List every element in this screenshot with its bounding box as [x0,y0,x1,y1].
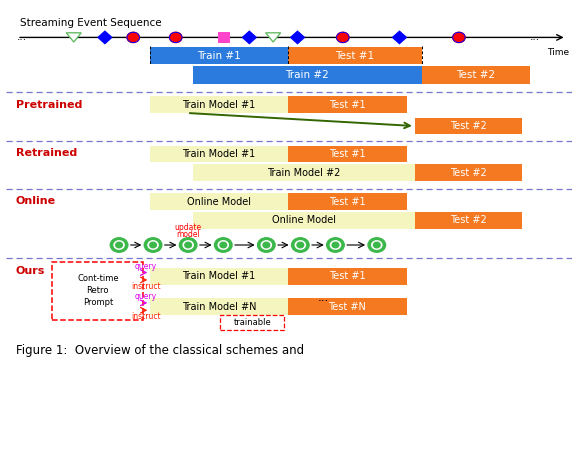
FancyBboxPatch shape [150,298,288,315]
Circle shape [373,242,380,248]
Text: Test #2: Test #2 [450,215,487,225]
Text: Test #2: Test #2 [450,168,487,178]
FancyBboxPatch shape [288,268,407,285]
Circle shape [220,242,227,248]
Circle shape [372,241,382,249]
Circle shape [116,242,123,248]
Circle shape [258,238,275,252]
Text: Test #1: Test #1 [329,197,366,207]
Circle shape [263,242,270,248]
Circle shape [114,241,124,249]
Circle shape [183,241,193,249]
Text: update: update [175,223,202,232]
Text: Train Model #1: Train Model #1 [183,271,255,281]
Circle shape [261,241,272,249]
FancyBboxPatch shape [415,118,523,134]
FancyBboxPatch shape [288,193,407,210]
FancyBboxPatch shape [288,146,407,162]
Circle shape [214,238,232,252]
Text: instruct: instruct [131,312,161,321]
Circle shape [297,242,303,248]
Text: Test #1: Test #1 [335,50,375,60]
Text: Train #1: Train #1 [197,50,241,60]
Text: Retrained: Retrained [16,148,77,158]
Text: ...: ... [317,291,329,304]
FancyBboxPatch shape [415,212,523,228]
FancyBboxPatch shape [288,96,407,113]
Text: Train Model #1: Train Model #1 [183,99,255,109]
Circle shape [453,32,465,42]
Circle shape [332,242,339,248]
Text: model: model [176,229,200,238]
FancyBboxPatch shape [422,66,530,84]
Text: Pretrained: Pretrained [16,100,82,110]
Text: Test #2: Test #2 [457,70,495,80]
FancyBboxPatch shape [192,66,422,84]
Polygon shape [291,31,305,44]
Polygon shape [98,31,112,44]
Circle shape [218,241,228,249]
Text: ...: ... [17,32,27,42]
Text: instruct: instruct [131,282,161,291]
Text: Test #1: Test #1 [329,271,366,281]
FancyBboxPatch shape [52,262,143,320]
FancyBboxPatch shape [192,212,415,228]
Circle shape [331,241,340,249]
Text: trainable: trainable [234,318,271,327]
FancyBboxPatch shape [415,164,523,181]
FancyBboxPatch shape [150,146,288,162]
FancyBboxPatch shape [150,268,288,285]
Text: Train #2: Train #2 [286,70,329,80]
FancyBboxPatch shape [150,96,288,113]
Text: Online Model: Online Model [187,197,251,207]
Text: query: query [135,262,157,271]
Circle shape [169,32,182,42]
Circle shape [110,238,128,252]
FancyBboxPatch shape [192,164,415,181]
FancyBboxPatch shape [288,298,407,315]
Circle shape [185,242,191,248]
Circle shape [368,238,386,252]
Polygon shape [266,33,280,42]
Circle shape [291,238,309,252]
FancyBboxPatch shape [150,193,288,210]
Circle shape [327,238,344,252]
FancyBboxPatch shape [218,32,230,42]
FancyBboxPatch shape [220,315,284,330]
Text: query: query [135,292,157,301]
Circle shape [179,238,197,252]
Text: Test #1: Test #1 [329,149,366,159]
Text: Ours: Ours [16,266,45,276]
Text: Prompt: Prompt [83,298,113,307]
Circle shape [336,32,349,42]
Circle shape [127,32,139,42]
Text: ...: ... [530,32,540,42]
Circle shape [150,242,157,248]
Text: Test #1: Test #1 [329,99,366,109]
Polygon shape [392,31,406,44]
Circle shape [148,241,158,249]
Text: Test #2: Test #2 [450,121,487,131]
Polygon shape [66,33,81,42]
Text: Figure 1:  Overview of the classical schemes and: Figure 1: Overview of the classical sche… [16,344,304,357]
Text: Online: Online [16,196,56,206]
Text: Train Model #N: Train Model #N [182,302,256,312]
Text: Test #N: Test #N [328,302,366,312]
Polygon shape [243,31,256,44]
Circle shape [295,241,305,249]
Text: Streaming Event Sequence: Streaming Event Sequence [20,18,162,28]
Text: Time: Time [547,48,569,57]
Circle shape [144,238,162,252]
Text: Train Model #1: Train Model #1 [183,149,255,159]
Text: Retro: Retro [87,286,109,295]
Text: Train Model #2: Train Model #2 [267,168,340,178]
FancyBboxPatch shape [288,47,422,64]
Text: Cont-time: Cont-time [77,274,118,283]
FancyBboxPatch shape [150,47,288,64]
Text: Online Model: Online Model [272,215,336,225]
